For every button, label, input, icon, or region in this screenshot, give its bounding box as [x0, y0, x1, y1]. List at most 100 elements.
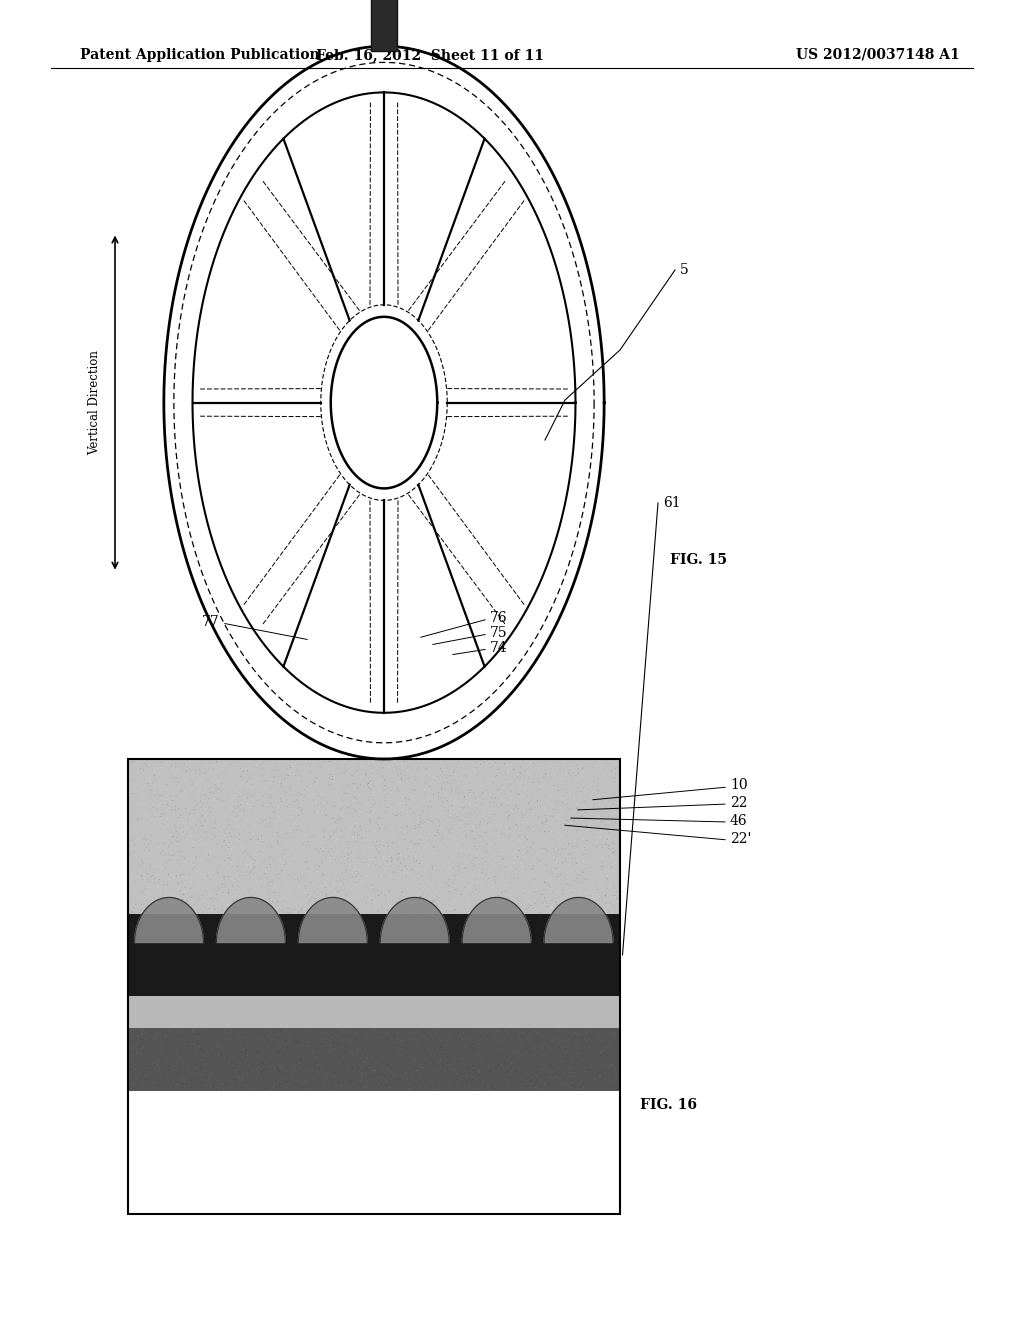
Point	[344, 838, 360, 859]
Point	[529, 1061, 546, 1082]
Point	[342, 986, 358, 1007]
Point	[490, 1002, 507, 1023]
Point	[366, 836, 382, 857]
Point	[176, 892, 193, 913]
Point	[504, 1030, 520, 1051]
Point	[470, 906, 486, 927]
Point	[285, 915, 301, 936]
Point	[349, 990, 366, 1011]
Point	[299, 832, 315, 853]
Point	[201, 915, 217, 936]
Point	[393, 762, 410, 783]
Point	[128, 1043, 144, 1064]
Point	[291, 821, 307, 842]
Point	[255, 921, 271, 942]
Point	[262, 1064, 279, 1085]
Point	[227, 833, 244, 854]
Point	[424, 873, 440, 894]
Point	[172, 833, 188, 854]
Point	[571, 870, 588, 891]
Point	[382, 857, 398, 878]
Point	[522, 837, 539, 858]
Point	[212, 1034, 228, 1055]
Point	[557, 936, 573, 957]
Point	[412, 817, 428, 838]
Point	[337, 1011, 353, 1032]
Point	[468, 945, 484, 966]
Point	[425, 899, 441, 920]
Point	[220, 854, 237, 875]
Point	[245, 857, 261, 878]
Point	[593, 1016, 609, 1038]
Point	[537, 767, 553, 788]
Point	[242, 1048, 258, 1069]
Point	[377, 866, 393, 887]
Point	[287, 857, 303, 878]
Point	[588, 837, 604, 858]
Point	[331, 758, 347, 779]
Point	[416, 957, 432, 978]
Point	[537, 929, 553, 950]
Point	[525, 752, 542, 774]
Point	[397, 920, 414, 941]
Point	[466, 890, 482, 911]
Point	[250, 949, 266, 970]
Point	[212, 912, 228, 933]
Point	[191, 964, 208, 985]
Point	[251, 1030, 267, 1051]
Point	[239, 832, 255, 853]
Point	[530, 970, 547, 991]
Point	[285, 899, 301, 920]
Point	[469, 1069, 485, 1090]
Point	[382, 830, 398, 851]
Point	[266, 1001, 283, 1022]
Point	[132, 1030, 148, 1051]
Point	[315, 850, 332, 871]
Point	[351, 758, 368, 779]
Point	[445, 795, 462, 816]
Point	[243, 1049, 259, 1071]
Point	[258, 812, 274, 833]
Point	[279, 960, 295, 981]
Point	[604, 842, 621, 863]
Point	[595, 816, 611, 837]
Point	[352, 960, 369, 981]
Point	[439, 758, 456, 779]
Point	[260, 1010, 276, 1031]
Point	[333, 826, 349, 847]
Point	[588, 1051, 604, 1072]
Point	[213, 876, 229, 898]
Point	[587, 1035, 603, 1056]
Point	[497, 1014, 513, 1035]
Point	[604, 793, 621, 814]
Point	[544, 1060, 560, 1081]
Point	[492, 780, 508, 801]
Point	[339, 1001, 355, 1022]
Point	[527, 1077, 544, 1098]
Point	[568, 820, 585, 841]
Point	[257, 904, 273, 925]
Point	[343, 845, 359, 866]
Point	[393, 770, 410, 791]
Point	[536, 758, 552, 779]
Point	[218, 995, 234, 1016]
Point	[311, 1059, 328, 1080]
Point	[550, 1002, 566, 1023]
Point	[375, 1057, 391, 1078]
Point	[299, 804, 315, 825]
Point	[210, 859, 226, 880]
Point	[605, 962, 622, 983]
Point	[538, 891, 554, 912]
Point	[203, 774, 219, 795]
Point	[503, 1076, 519, 1097]
Point	[231, 829, 248, 850]
Point	[602, 821, 618, 842]
Point	[369, 906, 385, 927]
Point	[346, 789, 362, 810]
Point	[506, 915, 522, 936]
Point	[388, 1006, 404, 1027]
Point	[257, 1023, 273, 1044]
Point	[171, 1023, 187, 1044]
Point	[367, 936, 383, 957]
Point	[531, 850, 548, 871]
